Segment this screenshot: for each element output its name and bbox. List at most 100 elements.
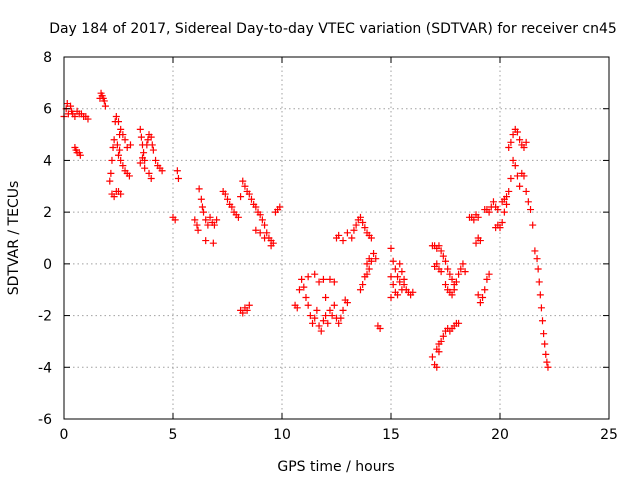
data-point (210, 221, 218, 229)
y-tick-label: 2 (43, 205, 52, 221)
data-point (356, 213, 364, 221)
data-point (326, 306, 334, 314)
data-point (148, 141, 156, 149)
data-point (522, 187, 530, 195)
data-point (450, 286, 458, 294)
data-point (202, 216, 210, 224)
data-point (513, 128, 521, 136)
data-point (489, 198, 497, 206)
data-point (112, 112, 120, 120)
data-point (256, 229, 264, 237)
data-point (507, 138, 515, 146)
data-point (324, 319, 332, 327)
data-point (389, 257, 397, 265)
data-point (479, 293, 487, 301)
data-point (529, 221, 537, 229)
data-point (204, 221, 212, 229)
y-tick-label: 4 (43, 153, 52, 169)
y-tick-label: -2 (38, 309, 52, 325)
data-point (306, 312, 314, 320)
data-point (315, 278, 323, 286)
y-tick-label: -4 (38, 360, 52, 376)
data-point (534, 265, 542, 273)
data-point (505, 144, 513, 151)
data-point (500, 208, 508, 216)
data-point (483, 275, 491, 283)
data-point (442, 257, 449, 265)
data-point (234, 213, 242, 221)
data-point (252, 226, 260, 234)
data-point (197, 195, 205, 203)
data-point (258, 216, 266, 224)
x-tick-label: 0 (60, 427, 69, 443)
data-point (311, 270, 319, 278)
data-point (394, 291, 402, 299)
data-point (221, 190, 229, 198)
data-point (437, 268, 445, 276)
data-point (348, 234, 356, 242)
data-point (527, 206, 535, 214)
axis-ticks: 0 5 10 15 20 25 -6 -4 -2 0 2 4 6 8 (38, 50, 618, 443)
data-point (359, 281, 367, 289)
data-point (173, 167, 181, 175)
data-point (470, 216, 478, 224)
data-point (339, 306, 347, 314)
data-point (476, 299, 484, 307)
data-point (433, 345, 441, 353)
data-point (193, 221, 201, 229)
data-point (485, 270, 493, 278)
data-point (481, 286, 489, 294)
data-point (540, 330, 548, 338)
data-point (138, 154, 146, 162)
data-point (245, 301, 253, 309)
data-point (365, 265, 373, 273)
data-point (328, 312, 336, 320)
data-point (147, 175, 155, 183)
chart-title: Day 184 of 2017, Sidereal Day-to-day VTE… (49, 21, 617, 37)
data-point (263, 229, 271, 237)
data-point (511, 162, 519, 170)
data-point (387, 244, 395, 252)
data-point (202, 237, 210, 245)
data-point (140, 149, 148, 157)
data-point (444, 265, 452, 273)
data-point (389, 281, 397, 289)
data-point (533, 255, 541, 263)
data-point (243, 306, 251, 314)
data-point (110, 193, 118, 201)
x-tick-label: 5 (169, 427, 178, 443)
data-point (117, 125, 125, 133)
data-point (428, 353, 436, 361)
data-point (136, 125, 144, 133)
data-point (209, 239, 217, 247)
data-point (67, 102, 75, 110)
data-point (474, 291, 482, 299)
data-point (455, 319, 463, 327)
y-axis-label: SDTVAR / TECUs (6, 181, 22, 296)
data-point (522, 138, 530, 146)
data-point (391, 265, 399, 273)
data-point (505, 187, 513, 195)
data-point (121, 136, 129, 144)
data-point (241, 182, 249, 190)
data-point (335, 231, 343, 239)
data-point (472, 239, 480, 247)
data-point (539, 317, 547, 325)
data-point (322, 293, 330, 301)
data-points (60, 89, 552, 371)
data-point (319, 317, 327, 325)
data-point (224, 195, 231, 203)
data-point (158, 167, 166, 175)
data-point (110, 136, 118, 144)
data-point (239, 309, 247, 317)
data-point (498, 218, 506, 226)
data-point (261, 234, 269, 242)
data-point (442, 281, 449, 289)
data-point (376, 325, 384, 332)
y-tick-label: 8 (43, 50, 52, 66)
data-point (394, 273, 402, 281)
data-point (293, 304, 301, 312)
data-point (295, 286, 303, 294)
data-point (108, 156, 116, 164)
data-point (237, 193, 245, 201)
